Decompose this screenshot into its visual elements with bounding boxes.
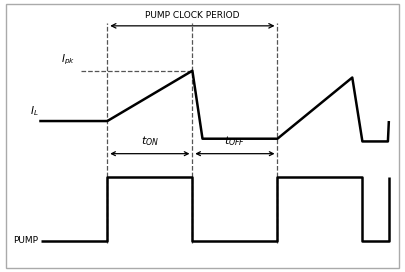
Text: $I_{pk}$: $I_{pk}$ (61, 53, 75, 67)
Text: $t_{ON}$: $t_{ON}$ (141, 134, 159, 148)
Text: $I_L$: $I_L$ (30, 104, 38, 118)
Text: PUMP CLOCK PERIOD: PUMP CLOCK PERIOD (145, 11, 240, 20)
FancyBboxPatch shape (6, 4, 399, 268)
Text: PUMP: PUMP (13, 236, 38, 245)
Text: $t_{OFF}$: $t_{OFF}$ (224, 134, 246, 148)
